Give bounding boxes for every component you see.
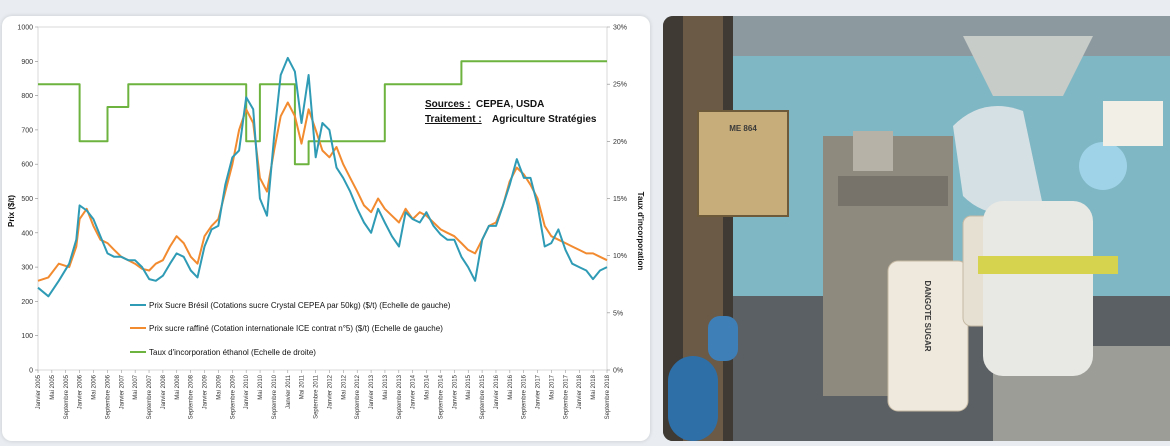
y-tick-label: 200 xyxy=(21,299,33,306)
x-tick-label: Mai 2012 xyxy=(341,374,347,399)
x-tick-label: Septembre 2012 xyxy=(355,374,361,419)
x-tick-label: Septembre 2009 xyxy=(230,374,236,419)
x-tick-label: Janvier 2014 xyxy=(411,374,417,409)
x-tick-label: Mai 2018 xyxy=(591,374,597,399)
x-tick-label: Janvier 2009 xyxy=(203,374,209,409)
y-tick-label: 1000 xyxy=(17,25,33,32)
x-tick-label: Mai 2008 xyxy=(175,374,181,399)
x-tick-label: Septembre 2011 xyxy=(314,374,320,419)
operator-hairnet xyxy=(1079,142,1127,190)
machine-arm xyxy=(838,176,948,206)
x-tick-label: Septembre 2015 xyxy=(480,374,486,419)
control-panel-label: ME 864 xyxy=(729,124,757,133)
operator-suit xyxy=(983,201,1093,376)
chart-grid xyxy=(37,26,608,371)
y2-tick-label: 5% xyxy=(613,310,623,317)
y-tick-label: 800 xyxy=(21,93,33,100)
wall-sign xyxy=(1103,101,1163,146)
sugar-sack-brand: DANGOTE SUGAR xyxy=(923,280,932,351)
y-tick-label: 600 xyxy=(21,162,33,169)
x-tick-label: Septembre 2008 xyxy=(189,374,195,419)
y-tick-label: 500 xyxy=(21,196,33,203)
x-tick-label: Janvier 2008 xyxy=(161,374,167,409)
x-tick-label: Septembre 2010 xyxy=(272,374,278,419)
x-tick-label: Mai 2005 xyxy=(50,374,56,399)
x-tick-label: Septembre 2014 xyxy=(438,374,444,419)
legend-label-refined: Prix sucre raffiné (Cotation internation… xyxy=(149,324,443,333)
plot-frame xyxy=(37,26,608,371)
y2-tick-label: 30% xyxy=(613,25,627,32)
x-tick-label: Mai 2017 xyxy=(549,374,555,399)
x-tick-label: Janvier 2005 xyxy=(36,374,42,409)
x-tick-label: Janvier 2013 xyxy=(369,374,375,409)
x-tick-label: Janvier 2011 xyxy=(286,374,292,409)
factory-photo: ME 864 DANGOTE SUGAR xyxy=(663,16,1170,441)
treatment-value: Agriculture Stratégies xyxy=(492,114,597,125)
y2-tick-label: 20% xyxy=(613,139,627,146)
x-tick-label: Septembre 2007 xyxy=(147,374,153,419)
x-tick-label: Septembre 2006 xyxy=(105,374,111,419)
blue-container xyxy=(708,316,738,361)
chart-legend: Prix Sucre Brésil (Cotations sucre Cryst… xyxy=(130,301,451,357)
y-axis-left: 0 100 200 300 400 500 600 700 800 900 1000 xyxy=(17,25,38,375)
x-tick-label: Septembre 2016 xyxy=(522,374,528,419)
x-tick-label: Mai 2010 xyxy=(258,374,264,399)
x-tick-label: Septembre 2018 xyxy=(605,374,611,419)
chart-panel: 0 100 200 300 400 500 600 700 800 900 1000 0% 5% 10%… xyxy=(2,16,650,441)
series-line-refined xyxy=(37,101,608,282)
y-axis-title: Prix ($/t) xyxy=(7,195,16,227)
treatment-label: Traitement : xyxy=(425,114,482,125)
sugar-price-chart: 0 100 200 300 400 500 600 700 800 900 1000 0% 5% 10%… xyxy=(7,25,645,420)
x-tick-label: Janvier 2012 xyxy=(327,374,333,409)
plastic-bag xyxy=(953,106,1043,214)
y-tick-label: 400 xyxy=(21,230,33,237)
x-tick-label: Mai 2011 xyxy=(300,374,306,399)
x-tick-label: Mai 2006 xyxy=(92,374,98,399)
x-tick-label: Mai 2009 xyxy=(216,374,222,399)
y-tick-label: 300 xyxy=(21,265,33,272)
x-tick-label: Mai 2014 xyxy=(425,374,431,399)
x-tick-label: Mai 2007 xyxy=(133,374,139,399)
series-line-brazil xyxy=(37,56,608,298)
machine-motor xyxy=(853,131,893,171)
y-axis-right: 0% 5% 10% 15% 20% 25% 30% xyxy=(607,25,627,375)
sugar-sack-front xyxy=(887,260,969,412)
legend-label-ethanol: Taux d'incorporation éthanol (Echelle de… xyxy=(149,348,316,357)
x-tick-label: Septembre 2013 xyxy=(397,374,403,419)
x-tick-label: Mai 2016 xyxy=(508,374,514,399)
series-line-ethanol xyxy=(38,60,607,166)
x-tick-label: Janvier 2006 xyxy=(78,374,84,409)
source-value: CEPEA, USDA xyxy=(476,99,544,110)
hopper xyxy=(963,36,1093,96)
y2-axis-title: Taux d'incorporation xyxy=(636,192,645,271)
series-layer xyxy=(37,56,608,298)
control-panel xyxy=(697,110,789,217)
x-tick-label: Janvier 2007 xyxy=(119,374,125,409)
x-tick-label: Mai 2013 xyxy=(383,374,389,399)
x-tick-label: Mai 2015 xyxy=(466,374,472,399)
reflective-stripe xyxy=(978,256,1118,274)
y2-tick-label: 10% xyxy=(613,253,627,260)
y2-tick-label: 0% xyxy=(613,368,623,375)
x-tick-label: Septembre 2005 xyxy=(64,374,70,419)
ceiling xyxy=(663,16,1170,56)
y-tick-label: 700 xyxy=(21,127,33,134)
source-annotation: Sources : CEPEA, USDA Traitement : Agric… xyxy=(425,99,597,125)
x-tick-label: Janvier 2015 xyxy=(452,374,458,409)
legend-label-brazil: Prix Sucre Brésil (Cotations sucre Cryst… xyxy=(149,301,451,310)
x-tick-label: Janvier 2017 xyxy=(536,374,542,409)
y-tick-label: 900 xyxy=(21,59,33,66)
x-axis: Janvier 2005 Mai 2005 Septembre 2005 Janvie… xyxy=(36,370,611,419)
y-tick-label: 100 xyxy=(21,333,33,340)
blue-bucket xyxy=(668,356,718,441)
y-tick-label: 0 xyxy=(29,368,33,375)
y2-tick-label: 25% xyxy=(613,82,627,89)
x-tick-label: Septembre 2017 xyxy=(563,374,569,419)
y2-tick-label: 15% xyxy=(613,196,627,203)
x-tick-label: Janvier 2016 xyxy=(494,374,500,409)
sugar-bagging-scene: ME 864 DANGOTE SUGAR xyxy=(663,16,1170,441)
source-label: Sources : xyxy=(425,99,471,110)
x-tick-label: Janvier 2018 xyxy=(577,374,583,409)
x-tick-label: Janvier 2010 xyxy=(244,374,250,409)
